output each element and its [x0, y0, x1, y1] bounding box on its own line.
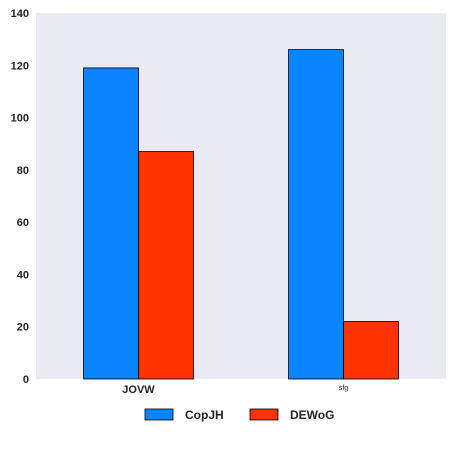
x-axis: JOVW sfg [122, 384, 348, 396]
x-tick-label: JOVW [122, 384, 155, 396]
y-tick-label: 140 [11, 8, 29, 20]
y-axis: 0 20 40 60 80 100 120 140 [11, 8, 29, 386]
bars [83, 49, 399, 380]
y-tick-label: 120 [11, 60, 29, 72]
x-tick-label: sfg [339, 385, 348, 392]
y-tick-label: 0 [23, 374, 29, 386]
bar-CopJH-sfg [288, 49, 344, 380]
bar-CopJH-JOVW [83, 67, 139, 380]
y-tick-label: 80 [17, 165, 29, 177]
legend: CopJH DEWoG [144, 408, 334, 422]
y-tick-label: 40 [17, 269, 29, 281]
legend-label: DEWoG [290, 408, 334, 422]
legend-swatch [249, 408, 279, 421]
bar-DEWoG-JOVW [138, 151, 194, 380]
bar-DEWoG-sfg [343, 321, 399, 380]
y-tick-label: 60 [17, 217, 29, 229]
legend-swatch [144, 408, 174, 421]
y-tick-label: 20 [17, 322, 29, 334]
y-tick-label: 100 [11, 113, 29, 125]
legend-label: CopJH [185, 408, 224, 422]
